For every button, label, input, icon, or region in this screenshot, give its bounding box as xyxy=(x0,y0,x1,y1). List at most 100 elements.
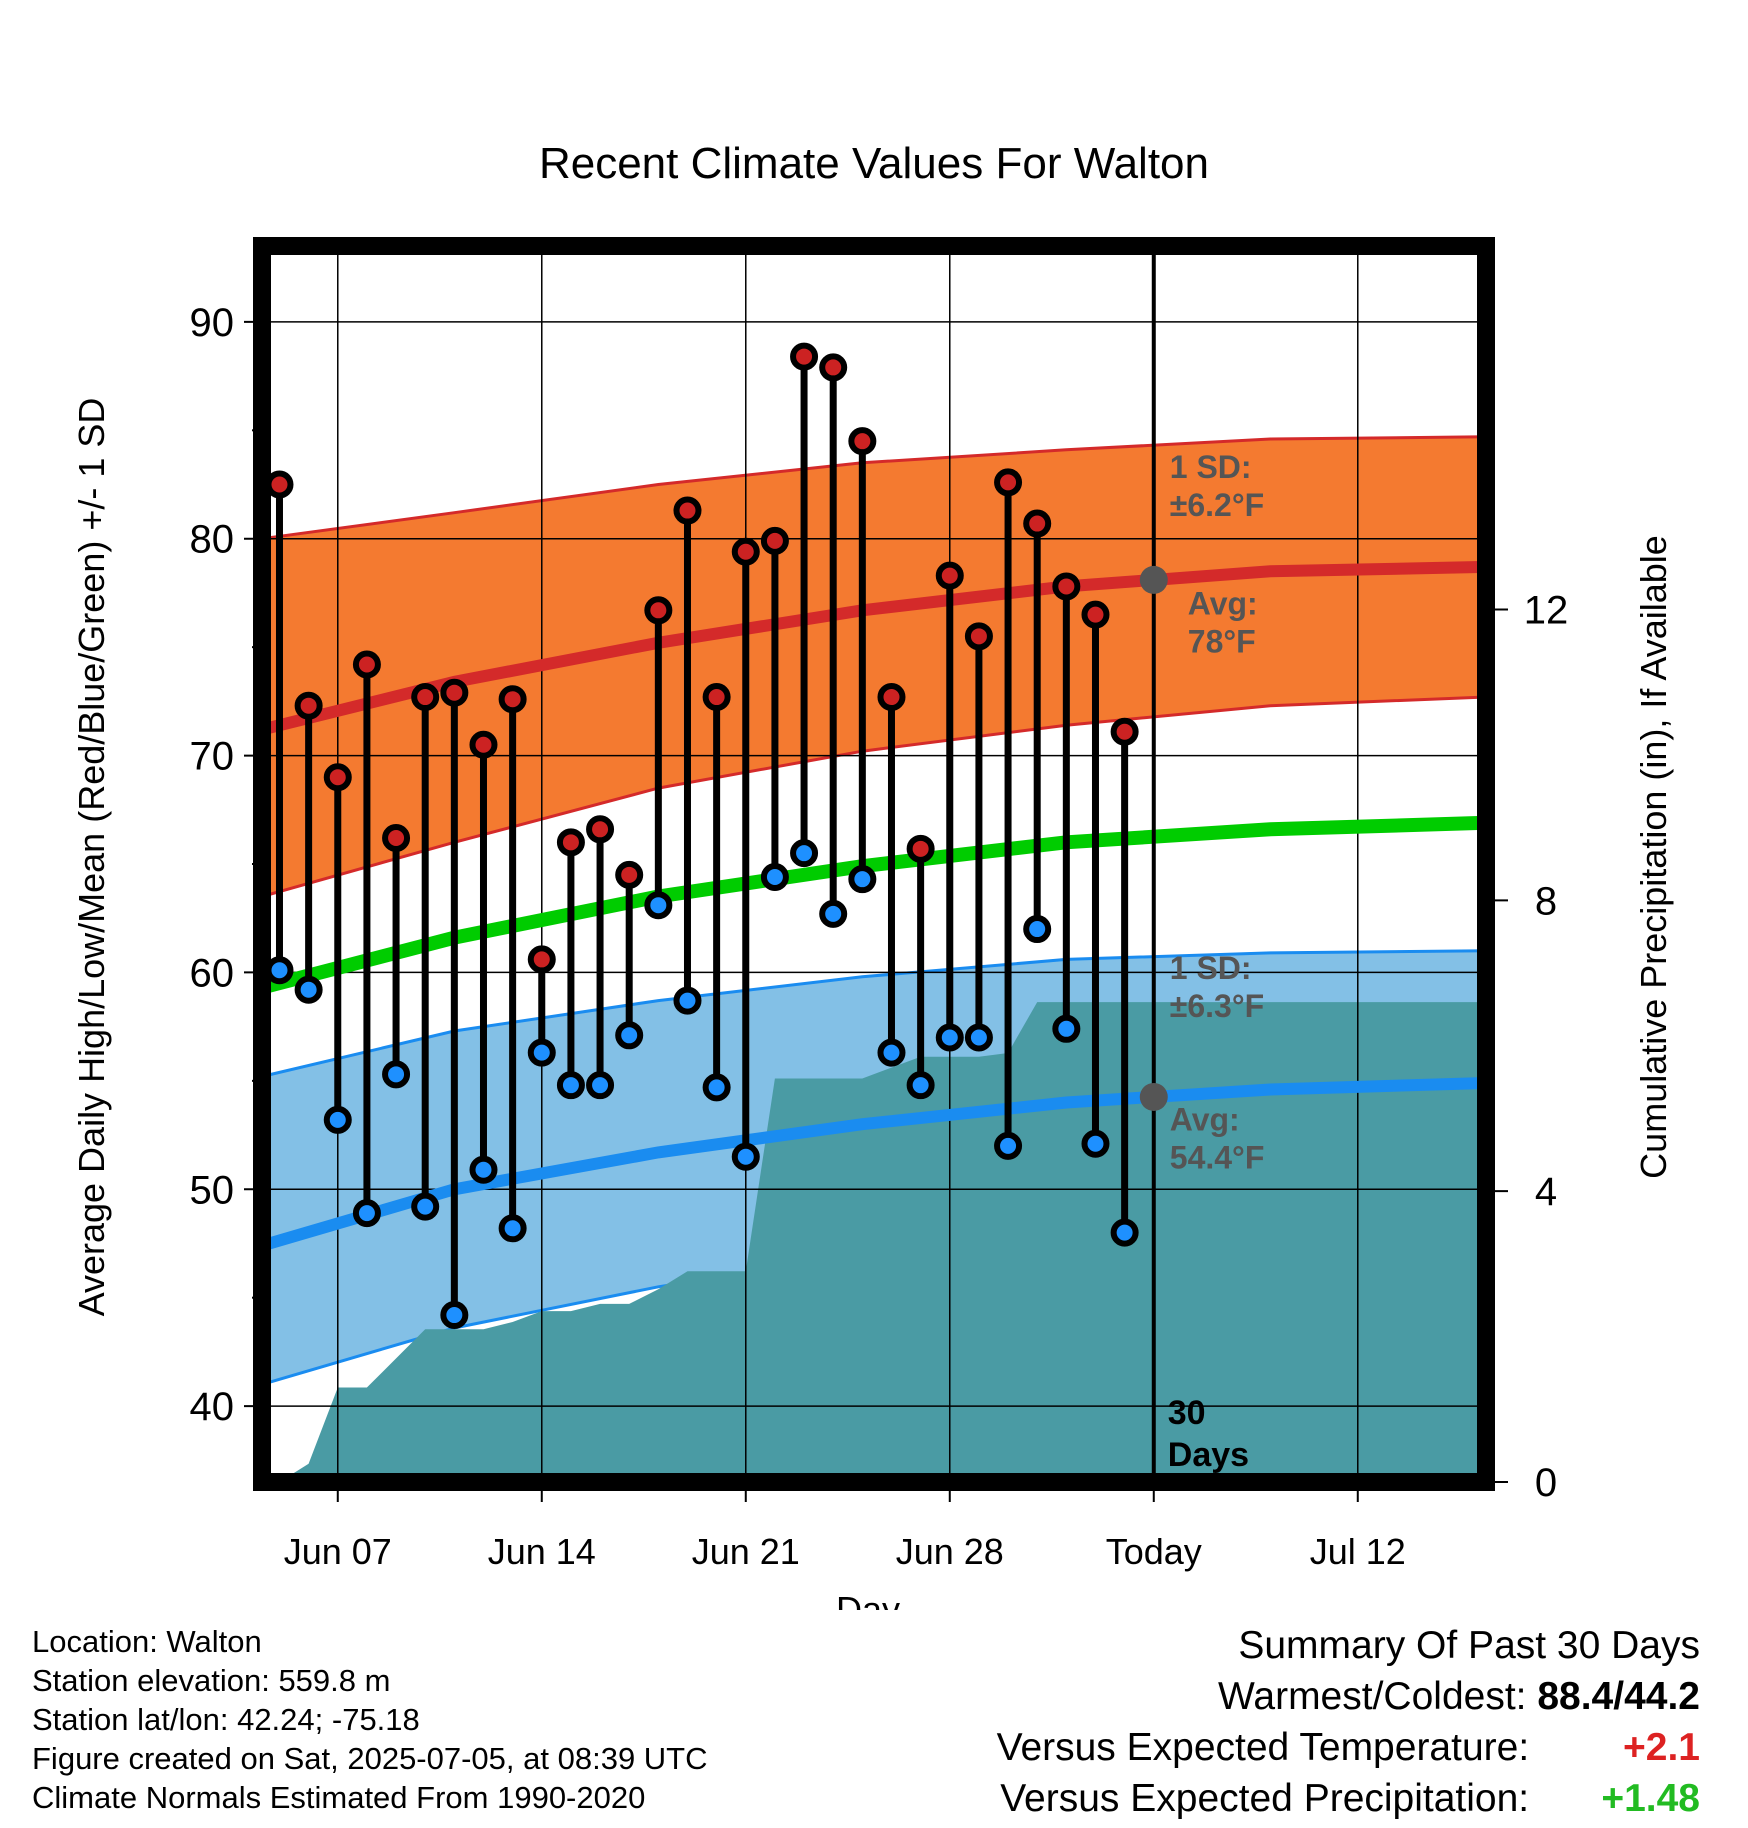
high-temp-point xyxy=(527,945,556,974)
high-temp-point xyxy=(294,691,323,720)
high-temp-point xyxy=(1052,572,1081,601)
high-avg-annotation-line: 78°F xyxy=(1188,624,1256,660)
high-temp-point xyxy=(644,596,673,625)
warmest-coldest-row: Warmest/Coldest: 88.4/44.2 xyxy=(997,1671,1700,1722)
high-temp-point xyxy=(440,678,469,707)
high-temp-point xyxy=(382,823,411,852)
y2-tick-label: 0 xyxy=(1535,1461,1557,1505)
high-temp-point xyxy=(790,342,819,371)
high-sd-band xyxy=(262,436,1486,897)
high-temp-point xyxy=(411,683,440,712)
low-temp-point xyxy=(498,1214,527,1243)
high-temp-point xyxy=(702,683,731,712)
low-temp-point xyxy=(1052,1014,1081,1043)
x-tick-label: Jun 21 xyxy=(692,1531,800,1572)
high-temp-point xyxy=(1081,600,1110,629)
y-tick-label: 70 xyxy=(190,735,235,779)
summary-panel: Summary Of Past 30 Days Warmest/Coldest:… xyxy=(997,1620,1700,1824)
y-tick-label: 90 xyxy=(190,301,235,345)
chart-title: Recent Climate Values For Walton xyxy=(539,139,1209,188)
high-temp-point xyxy=(265,470,294,499)
low-temp-point xyxy=(644,891,673,920)
low-temp-point xyxy=(586,1071,615,1100)
high-temp-point xyxy=(673,496,702,525)
precip-label: Versus Expected Precipitation: xyxy=(1000,1777,1530,1820)
high-avg-annotation: Avg: 78°F xyxy=(1188,586,1258,660)
low-temp-point xyxy=(994,1131,1023,1160)
high-temp-point xyxy=(352,650,381,679)
low-temp-point xyxy=(906,1071,935,1100)
low-temp-point xyxy=(819,899,848,928)
low-temp-point xyxy=(382,1060,411,1089)
low-temp-point xyxy=(615,1021,644,1050)
y2-axis-label: Cumulative Precipitation (in), If Availa… xyxy=(1633,535,1674,1179)
low-avg-annotation: Avg: 54.4°F xyxy=(1170,1102,1265,1176)
high-sd-annotation-line: ±6.2°F xyxy=(1170,487,1264,523)
high-temp-point xyxy=(1023,509,1052,538)
high-temp-point xyxy=(935,561,964,590)
high-temp-point xyxy=(994,468,1023,497)
low-temp-point xyxy=(964,1023,993,1052)
created-text: Figure created on Sat, 2025-07-05, at 08… xyxy=(32,1741,708,1776)
elevation-text: Station elevation: 559.8 m xyxy=(32,1663,391,1698)
normals-text: Climate Normals Estimated From 1990-2020 xyxy=(32,1780,646,1815)
low-temp-point xyxy=(935,1023,964,1052)
high-sd-annotation-line: 1 SD: xyxy=(1170,449,1252,485)
x-tick-label: Jun 14 xyxy=(488,1531,596,1572)
high-temp-point xyxy=(964,622,993,651)
low-temp-point xyxy=(556,1071,585,1100)
y2-tick-label: 4 xyxy=(1535,1170,1557,1214)
x-tick-label: Jun 28 xyxy=(896,1531,1004,1572)
y2-tick-label: 12 xyxy=(1524,589,1569,633)
low-temp-point xyxy=(411,1192,440,1221)
low-temp-point xyxy=(527,1038,556,1067)
today-low-normal-marker xyxy=(1139,1082,1168,1111)
high-temp-point xyxy=(556,828,585,857)
low-temp-point xyxy=(294,975,323,1004)
high-temp-point xyxy=(323,763,352,792)
temp-label: Versus Expected Temperature: xyxy=(996,1726,1530,1769)
summary-title: Summary Of Past 30 Days xyxy=(1238,1624,1700,1667)
low-temp-point xyxy=(1081,1129,1110,1158)
x-tick-label: Jul 12 xyxy=(1310,1531,1406,1572)
low-temp-point xyxy=(731,1142,760,1171)
high-temp-point xyxy=(498,685,527,714)
station-info: Location: Walton Station elevation: 559.… xyxy=(32,1622,708,1817)
x-axis-label: Day xyxy=(836,1589,900,1610)
low-temp-point xyxy=(790,839,819,868)
low-temp-point xyxy=(673,986,702,1015)
high-temp-point xyxy=(731,537,760,566)
low-avg-annotation-line: 54.4°F xyxy=(1170,1140,1265,1176)
low-sd-annotation-line: 1 SD: xyxy=(1170,950,1252,986)
low-temp-point xyxy=(1110,1218,1139,1247)
low-temp-point xyxy=(323,1105,352,1134)
climate-chart: Recent Climate Values For Walton 1 SD: ±6… xyxy=(71,139,1674,1610)
high-temp-point xyxy=(586,815,615,844)
temp-value: +2.1 xyxy=(1623,1726,1700,1769)
today-high-normal-marker xyxy=(1139,565,1168,594)
latlon-text: Station lat/lon: 42.24; -75.18 xyxy=(32,1702,420,1737)
low-temp-point xyxy=(265,956,294,985)
low-sd-annotation-line: ±6.3°F xyxy=(1170,988,1264,1024)
high-avg-annotation-line: Avg: xyxy=(1188,586,1258,622)
today-days-label: 30 Days xyxy=(1168,1394,1249,1474)
today-days-label-line: Days xyxy=(1168,1436,1249,1474)
high-temp-point xyxy=(819,353,848,382)
low-temp-point xyxy=(760,863,789,892)
low-avg-annotation-line: Avg: xyxy=(1170,1102,1240,1138)
low-sd-annotation: 1 SD: ±6.3°F xyxy=(1170,950,1264,1024)
precip-value: +1.48 xyxy=(1601,1777,1700,1820)
high-temp-point xyxy=(469,730,498,759)
high-temp-point xyxy=(1110,717,1139,746)
temp-row: Versus Expected Temperature: +2.1 xyxy=(997,1722,1700,1773)
low-temp-point xyxy=(469,1155,498,1184)
y-tick-label: 80 xyxy=(190,518,235,562)
location-text: Location: Walton xyxy=(32,1624,262,1659)
low-temp-point xyxy=(1023,915,1052,944)
low-temp-point xyxy=(848,865,877,894)
x-tick-label: Today xyxy=(1106,1531,1202,1572)
y-tick-label: 60 xyxy=(190,951,235,995)
high-temp-point xyxy=(760,526,789,555)
warmest-coldest-label: Warmest/Coldest: xyxy=(1218,1675,1527,1718)
